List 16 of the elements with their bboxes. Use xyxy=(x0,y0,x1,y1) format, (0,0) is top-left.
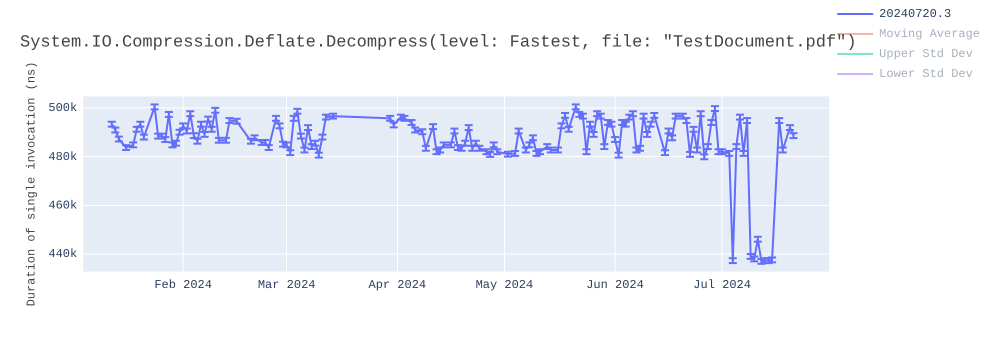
legend-label: Moving Average xyxy=(879,27,980,42)
x-tick-label: Jun 2024 xyxy=(586,278,644,292)
legend-label: Lower Std Dev xyxy=(879,67,973,82)
x-tick-label: Jul 2024 xyxy=(693,278,751,292)
y-axis-title: Duration of single invocation (ns) xyxy=(24,62,38,306)
y-tick-label: 480k xyxy=(48,150,78,164)
x-tick-label: Mar 2024 xyxy=(258,278,316,292)
y-tick-label: 460k xyxy=(48,198,78,212)
x-tick-label: Apr 2024 xyxy=(368,278,426,292)
x-tick-label: May 2024 xyxy=(476,278,534,292)
legend-label: 20240720.3 xyxy=(879,7,952,22)
y-tick-label: 500k xyxy=(48,101,78,116)
y-tick-label: 440k xyxy=(48,247,78,262)
chart-title: System.IO.Compression.Deflate.Decompress(level: Fastest, file: "TestDocument.pdf") xyxy=(20,34,857,53)
legend-label: Upper Std Dev xyxy=(879,47,973,62)
x-tick-label: Feb 2024 xyxy=(154,278,212,292)
